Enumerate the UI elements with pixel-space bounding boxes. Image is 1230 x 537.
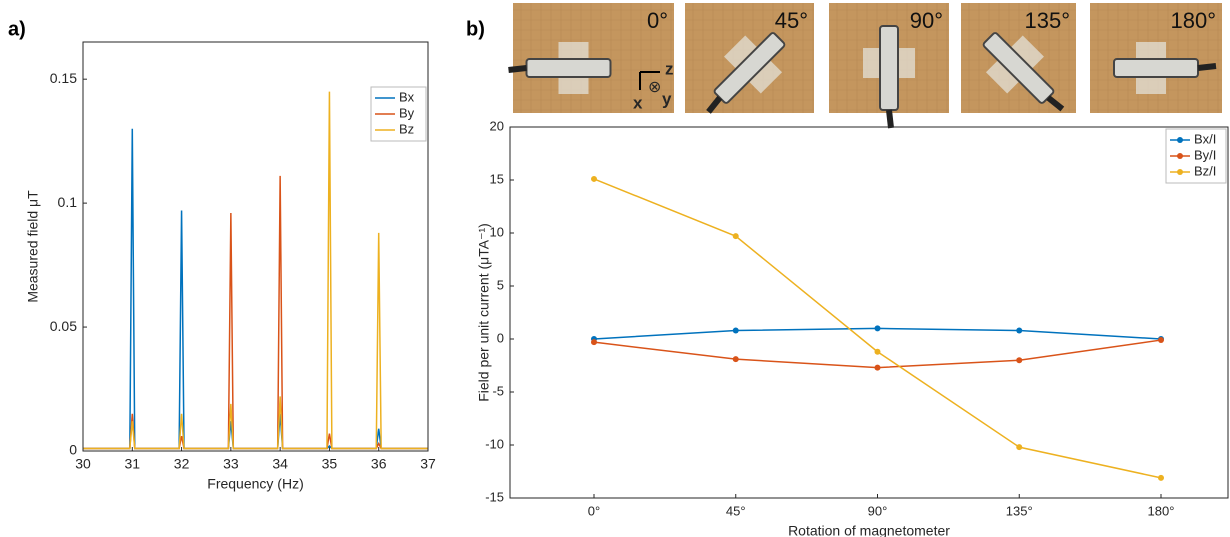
y-tick-label: -5: [492, 383, 504, 398]
legend-label: Bz: [399, 121, 414, 136]
y-axis-label: Field per unit current (μTA⁻¹): [476, 223, 492, 402]
sensor-body: [525, 58, 612, 78]
cable: [508, 65, 527, 73]
sensor-body: [1113, 58, 1199, 78]
data-point: [732, 233, 739, 240]
y-tick-label: 15: [490, 171, 504, 186]
x-tick-label: 30: [75, 456, 91, 472]
x-tick-label: 45°: [726, 503, 746, 518]
magnetometer: [863, 25, 915, 129]
x-tick-label: 31: [124, 456, 140, 472]
data-point: [732, 356, 739, 363]
data-point: [874, 364, 881, 371]
y-tick-label: 0: [497, 330, 504, 345]
legend-marker: [1177, 153, 1183, 159]
data-point: [1158, 337, 1164, 344]
legend-label: Bx: [399, 89, 415, 104]
axis-label: y: [662, 89, 672, 108]
legend-marker: [1177, 137, 1183, 143]
data-point: [1016, 444, 1023, 451]
data-point: [874, 348, 881, 355]
data-point: [1016, 327, 1023, 334]
y-tick-label: 0: [69, 442, 77, 458]
data-point: [1158, 474, 1164, 481]
magnetometer: [706, 32, 786, 114]
legend-label: By/I: [1194, 147, 1216, 162]
plot-frame: [82, 41, 429, 452]
legend-label: Bz/I: [1194, 163, 1216, 178]
cable: [1197, 63, 1217, 71]
legend-label: Bx/I: [1194, 131, 1216, 146]
y-tick-label: 0.05: [50, 318, 77, 334]
y-tick-label: -10: [485, 436, 504, 451]
magnetometer: [982, 32, 1065, 112]
y-tick-label: 0.15: [50, 70, 77, 86]
legend-marker: [1177, 169, 1183, 175]
y-axis-label: Measured field μT: [25, 190, 41, 303]
x-tick-label: 34: [272, 456, 288, 472]
x-tick-label: 36: [371, 456, 387, 472]
x-tick-label: 90°: [868, 503, 888, 518]
x-tick-label: 32: [174, 456, 190, 472]
magnetometer: [1113, 42, 1217, 94]
y-tick-label: 20: [490, 118, 504, 133]
sensor-body: [879, 25, 899, 111]
x-tick-label: 0°: [588, 503, 600, 518]
series-line: [83, 91, 428, 450]
data-point: [1016, 357, 1023, 364]
y-tick-label: 0.1: [58, 194, 78, 210]
panel-label: a): [8, 18, 26, 40]
cable: [706, 95, 723, 114]
x-axis-label: Rotation of magnetometer: [788, 523, 950, 537]
angle-label: 180°: [1170, 8, 1216, 33]
y-tick-label: 5: [497, 277, 504, 292]
angle-label: 90°: [910, 8, 943, 33]
legend-label: By: [399, 105, 415, 120]
angle-label: 0°: [647, 8, 668, 33]
data-point: [591, 339, 597, 346]
x-tick-label: 135°: [1006, 503, 1033, 518]
axis-label: z: [665, 59, 674, 78]
plot-frame: [509, 126, 1229, 499]
data-point: [591, 175, 597, 182]
x-tick-label: 37: [420, 456, 436, 472]
x-tick-label: 33: [223, 456, 239, 472]
data-point: [874, 325, 881, 332]
magnetometer: [508, 42, 612, 94]
cable: [886, 109, 894, 129]
data-point: [732, 327, 739, 334]
panel-label: b): [466, 18, 485, 40]
x-tick-label: 35: [322, 456, 338, 472]
axis-label: ⊗: [648, 79, 661, 96]
angle-label: 45°: [775, 8, 808, 33]
cable: [1046, 95, 1065, 112]
axis-arrow: [639, 71, 660, 90]
x-tick-label: 180°: [1148, 503, 1175, 518]
y-tick-label: 10: [490, 224, 504, 239]
x-axis-label: Frequency (Hz): [207, 476, 303, 492]
axis-label: x: [633, 93, 643, 112]
y-tick-label: -15: [485, 489, 504, 504]
angle-label: 135°: [1024, 8, 1070, 33]
